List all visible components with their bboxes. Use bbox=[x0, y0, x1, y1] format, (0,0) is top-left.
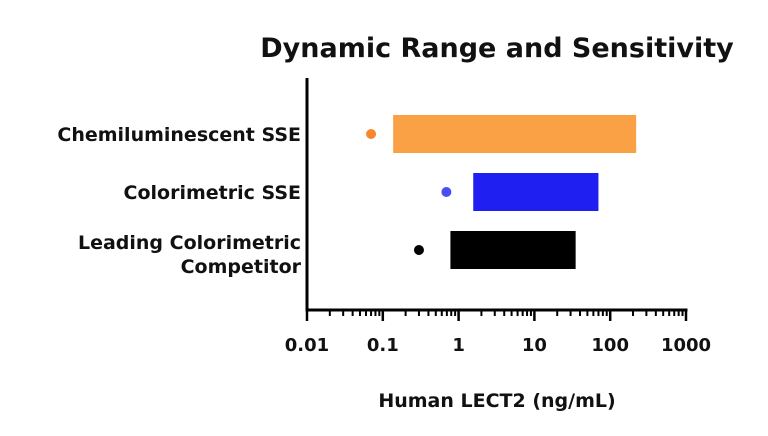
x-tick-label: 100 bbox=[591, 335, 629, 356]
x-tick-label: 1000 bbox=[661, 335, 711, 356]
range-bar bbox=[450, 231, 576, 269]
sensitivity-dot bbox=[366, 129, 377, 139]
range-bar bbox=[393, 115, 637, 153]
plot-area: 0.01 0.1 1 10 100 1000 Chemiluminescent SSE Col… bbox=[57, 78, 711, 356]
x-tick-label: 0.01 bbox=[285, 335, 329, 356]
category-label: Chemiluminescent SSE bbox=[57, 124, 301, 146]
sensitivity-dot bbox=[413, 245, 424, 255]
x-tick-label: 0.1 bbox=[367, 335, 399, 356]
category-label: Competitor bbox=[181, 256, 302, 278]
range-bar bbox=[473, 173, 599, 211]
sensitivity-dot bbox=[441, 187, 452, 197]
x-tick-label: 1 bbox=[452, 335, 465, 356]
category-label: Colorimetric SSE bbox=[124, 182, 301, 204]
x-tick-label: 10 bbox=[522, 335, 547, 356]
x-axis-label: Human LECT2 (ng/mL) bbox=[378, 390, 615, 412]
chart-title: Dynamic Range and Sensitivity bbox=[260, 33, 734, 64]
category-label: Leading Colorimetric bbox=[78, 232, 301, 254]
